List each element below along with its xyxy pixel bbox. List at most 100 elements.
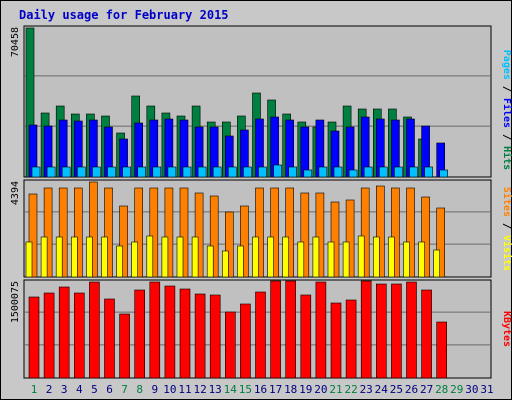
bar-highlight-kbytes-day-22 (347, 301, 349, 377)
x-tick-label-day-31: 31 (480, 383, 493, 396)
side-label-top-part-0: Pages (501, 50, 512, 80)
bar-highlight-sites-day-26 (407, 189, 409, 276)
bar-pages-day-15 (243, 166, 252, 178)
bar-highlight-visits-day-7 (117, 247, 119, 276)
bar-kbytes-day-6 (104, 298, 115, 379)
bar-highlight-hits-day-27 (419, 140, 421, 176)
bar-pages-day-24 (378, 166, 388, 178)
bar-highlight-pages-day-5 (93, 168, 95, 176)
bar-highlight-kbytes-day-8 (135, 291, 137, 377)
bar-highlight-files-day-1 (30, 126, 31, 176)
bar-sites-day-4 (74, 187, 83, 278)
x-tick-label-day-26: 26 (405, 383, 418, 396)
y-max-label-bottom: 1500075 (10, 281, 21, 323)
bar-sites-day-11 (179, 187, 189, 278)
bar-highlight-kbytes-day-28 (437, 323, 439, 377)
bar-pages-day-4 (77, 166, 86, 178)
x-tick-label-day-19: 19 (299, 383, 312, 396)
bar-highlight-files-day-4 (75, 122, 77, 176)
bar-visits-day-10 (161, 236, 169, 278)
bar-sites-day-15 (240, 205, 249, 278)
bar-highlight-kbytes-day-6 (105, 300, 107, 377)
bar-highlight-pages-day-1 (33, 168, 34, 176)
bar-pages-day-12 (197, 166, 207, 178)
bar-visits-day-28 (433, 249, 441, 278)
bar-highlight-files-day-6 (105, 128, 107, 176)
side-label-middle-part-0: Sites (501, 187, 512, 217)
bar-highlight-kbytes-day-26 (407, 283, 409, 377)
bar-kbytes-day-21 (330, 302, 342, 379)
bar-highlight-visits-day-2 (42, 238, 44, 276)
bar-highlight-visits-day-10 (162, 238, 164, 276)
bar-highlight-sites-day-18 (286, 189, 288, 276)
bar-highlight-kbytes-day-12 (196, 295, 198, 377)
bar-visits-day-24 (372, 236, 380, 278)
bar-kbytes-day-19 (300, 294, 312, 379)
x-tick-label-day-8: 8 (136, 383, 143, 396)
bar-highlight-kbytes-day-17 (271, 282, 273, 377)
bar-highlight-kbytes-day-24 (377, 285, 379, 377)
x-tick-label-day-10: 10 (163, 383, 176, 396)
bar-highlight-hits-day-21 (329, 123, 330, 176)
bar-highlight-files-day-26 (407, 120, 409, 176)
bar-highlight-pages-day-3 (63, 168, 65, 176)
bar-highlight-pages-day-4 (78, 168, 80, 176)
bar-highlight-kbytes-day-23 (362, 282, 364, 377)
bar-highlight-files-day-22 (347, 128, 349, 176)
x-tick-label-day-13: 13 (209, 383, 222, 396)
bar-highlight-visits-day-12 (193, 238, 195, 276)
side-label-bottom-part-0: KBytes (501, 311, 512, 347)
bar-highlight-files-day-18 (286, 121, 288, 176)
x-tick-label-day-15: 15 (239, 383, 252, 396)
bar-highlight-files-day-12 (196, 128, 198, 176)
side-label-middle: Sites / Visits (501, 187, 512, 271)
bar-highlight-kbytes-day-21 (332, 304, 333, 377)
bar-highlight-kbytes-day-14 (226, 313, 228, 377)
bar-kbytes-day-15 (240, 303, 251, 379)
bar-highlight-kbytes-day-19 (301, 296, 303, 377)
bar-pages-day-16 (258, 166, 267, 178)
bar-highlight-files-day-23 (362, 118, 364, 176)
bar-highlight-pages-day-12 (199, 168, 201, 176)
bar-highlight-pages-day-21 (335, 168, 336, 176)
bar-sites-day-12 (194, 192, 204, 278)
bar-kbytes-day-18 (285, 280, 297, 379)
x-tick-label-day-3: 3 (61, 383, 68, 396)
bar-sites-day-13 (209, 195, 219, 278)
bar-highlight-visits-day-20 (313, 238, 315, 276)
bar-highlight-sites-day-10 (165, 189, 167, 276)
bar-pages-day-2 (46, 166, 56, 178)
bar-highlight-visits-day-13 (208, 247, 210, 276)
bar-kbytes-day-9 (149, 281, 161, 379)
bar-highlight-visits-day-9 (147, 237, 149, 276)
bar-highlight-kbytes-day-16 (256, 293, 258, 377)
bar-kbytes-day-17 (270, 280, 281, 379)
bar-sites-day-18 (285, 187, 295, 278)
bar-visits-day-15 (237, 245, 244, 278)
bar-highlight-visits-day-25 (389, 238, 391, 276)
x-tick-label-day-27: 27 (420, 383, 433, 396)
x-tick-label-day-4: 4 (76, 383, 83, 396)
bar-sites-day-14 (225, 211, 234, 278)
bar-highlight-visits-day-28 (434, 251, 436, 276)
bar-pages-day-8 (137, 166, 146, 178)
bar-highlight-sites-day-7 (120, 207, 122, 276)
bar-pages-day-6 (107, 166, 116, 178)
bar-highlight-visits-day-24 (374, 238, 376, 276)
x-day-labels: 1 2 3 4 5 6 7 8 9 10 11 12 13 14 15 16 17 18 19 20 21 22 23 24 2… (31, 383, 494, 396)
bar-highlight-kbytes-day-4 (75, 294, 77, 377)
bar-highlight-kbytes-day-10 (165, 287, 167, 377)
bar-kbytes-day-3 (58, 286, 70, 379)
bar-highlight-visits-day-27 (419, 243, 421, 276)
bar-highlight-files-day-24 (377, 120, 379, 176)
bar-visits-day-23 (357, 235, 365, 278)
bar-sites-day-23 (360, 187, 370, 278)
y-max-label-top: 70458 (10, 27, 21, 57)
bar-highlight-visits-day-8 (132, 243, 134, 276)
bar-visits-day-12 (191, 236, 199, 278)
x-tick-label-day-21: 21 (329, 383, 342, 396)
bar-sites-day-25 (391, 187, 400, 278)
bar-highlight-sites-day-12 (196, 194, 198, 276)
bar-highlight-pages-day-27 (425, 168, 427, 176)
bar-highlight-files-day-7 (120, 140, 122, 176)
